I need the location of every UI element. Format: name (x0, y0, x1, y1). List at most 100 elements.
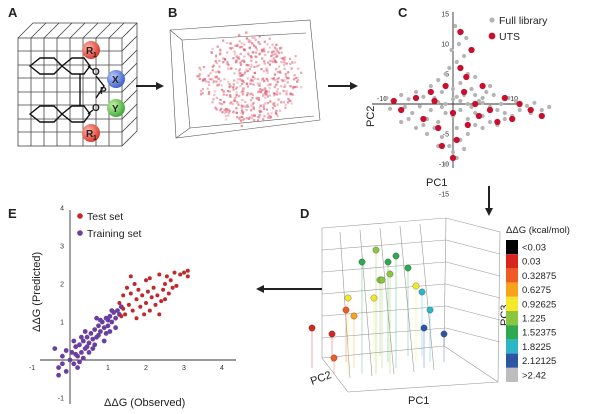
pred-x-axis-label: ΔΔG (Observed) (104, 397, 185, 409)
legend-label-test-set: Test set (87, 211, 123, 223)
cloud-voxel (262, 94, 265, 97)
cloud-voxel (267, 90, 270, 93)
pca-point-full-library (399, 92, 404, 98)
cloud-voxel (265, 90, 268, 93)
pca-y-tick-label: 15 (441, 12, 449, 19)
cloud-voxel (223, 112, 226, 115)
colorbar-label: >2.42 (522, 370, 546, 381)
cloud-voxel (229, 67, 232, 70)
cloud-voxel (218, 65, 221, 68)
cloud-voxel (244, 100, 247, 103)
cloud-voxel (281, 79, 284, 82)
pca-point-full-library (402, 104, 407, 110)
cloud-voxel (253, 36, 256, 39)
cloud-voxel (241, 73, 244, 77)
cloud-voxel (229, 94, 232, 97)
pca-point-uts (501, 94, 508, 102)
cloud-voxel (262, 70, 265, 73)
pred-point-training (107, 313, 113, 319)
pred-tick-labels: -1 1 2 3 4 4 3 2 1 -1 (29, 206, 224, 403)
cloud-voxel (199, 93, 203, 96)
cloud-voxel (232, 85, 235, 89)
pred-x-tick-label: 4 (220, 365, 224, 372)
cloud-voxel (284, 75, 288, 78)
pca-point-uts (457, 28, 464, 36)
cloud-voxel (250, 104, 253, 107)
pca-point-full-library (458, 98, 463, 104)
cloud-voxel (251, 114, 254, 117)
pca-point-full-library (384, 95, 389, 101)
cloud-voxel (275, 50, 278, 53)
cloud-voxel (216, 84, 219, 87)
pred-x-tick-label: 1 (106, 365, 110, 372)
cloud-voxel (246, 69, 250, 72)
cloud-voxel (259, 90, 262, 93)
panel-b: B (168, 5, 321, 139)
cloud-voxel (243, 60, 246, 64)
cloud-voxel (225, 118, 228, 121)
legend-marker-full-library (489, 17, 495, 23)
cloud-voxel (213, 93, 216, 97)
cloud-voxel (240, 79, 243, 82)
pca-point-full-library (428, 83, 433, 89)
panel-d-label: D (300, 206, 309, 221)
pred-point-test (121, 293, 126, 298)
cloud-voxel (243, 43, 246, 46)
cloud-voxel (272, 77, 275, 80)
pred-point-test (166, 291, 171, 296)
cloud-voxel (215, 54, 218, 57)
pca-point-full-library (454, 94, 459, 99)
cloud-voxel (215, 107, 218, 110)
cloud-voxel (207, 81, 210, 84)
cloud-voxel (253, 71, 256, 74)
pca-point-full-library (517, 107, 522, 113)
pca-point-full-library (458, 107, 463, 113)
cloud-voxel (250, 59, 253, 62)
panel-e-label: E (8, 206, 17, 221)
cloud-voxel (252, 107, 255, 110)
pred-point-training (96, 323, 101, 329)
cloud-voxel (280, 85, 283, 88)
cloud-voxel (199, 89, 203, 93)
cloud-voxel (245, 108, 248, 111)
cloud-voxel (244, 70, 247, 73)
cloud-voxel (229, 46, 232, 49)
pred-point-test (117, 301, 122, 305)
cloud-voxel (215, 108, 218, 111)
colorbar-label: 1.8225 (522, 342, 551, 353)
colorbar-label: 0.92625 (522, 299, 556, 310)
cloud-voxel (242, 118, 245, 121)
cloud-voxel (246, 94, 249, 97)
cloud-voxel (218, 71, 221, 74)
cloud-voxel (220, 103, 223, 106)
panel-c: C -101015105-5-10-15 PC2 PC1 Full librar… (365, 5, 552, 199)
pca-point-uts (442, 82, 449, 90)
cloud-voxel (283, 58, 286, 61)
pred-point-test (121, 306, 126, 311)
pred-point-test (130, 308, 135, 313)
pca-point-uts (475, 112, 482, 120)
cloud-voxel (216, 45, 219, 48)
pred-point-training (73, 351, 79, 357)
pca-point-full-library (502, 116, 507, 122)
cloud-voxel (258, 42, 261, 45)
pca-point-full-library (473, 92, 478, 98)
panel-a: A O O P R 1 R 1 (8, 5, 138, 147)
pred-point-training (79, 334, 84, 340)
cloud-voxel (215, 75, 218, 78)
cloud-voxel (291, 61, 294, 64)
cloud-voxel (227, 111, 231, 115)
pred-point-test (163, 297, 167, 302)
colorbar-swatch (506, 339, 518, 354)
cloud-voxel (263, 40, 266, 43)
pred-point-test (163, 282, 167, 286)
cloud-voxel (267, 84, 270, 87)
cloud-voxel (255, 55, 258, 58)
cloud-voxel (266, 71, 269, 74)
cloud-voxel (272, 57, 275, 60)
cloud-voxel (238, 117, 241, 120)
cloud-voxel (246, 70, 249, 73)
cloud-voxel (258, 90, 261, 93)
cloud-voxel (282, 57, 285, 60)
cloud-voxel (223, 78, 226, 81)
